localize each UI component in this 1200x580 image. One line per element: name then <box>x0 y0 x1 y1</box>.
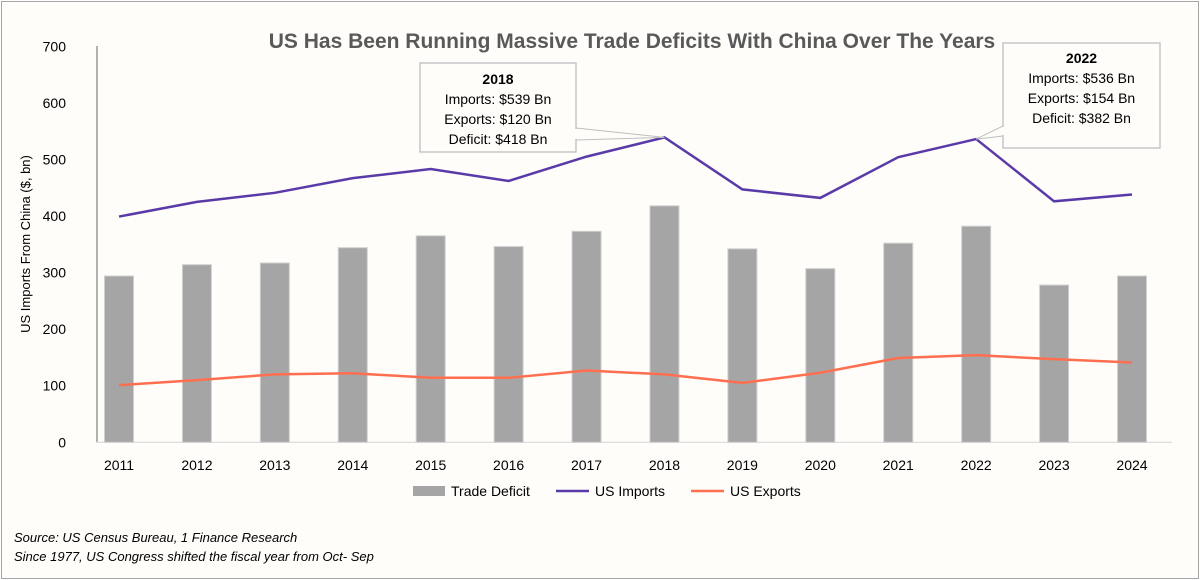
trade-deficit-bar <box>493 246 524 443</box>
y-tick-label: 500 <box>43 151 67 167</box>
y-tick-label: 400 <box>43 208 67 224</box>
callout-box-2018 <box>419 62 577 153</box>
callout-line: Imports: $536 Bn <box>1028 70 1135 86</box>
x-tick-label: 2020 <box>805 457 836 473</box>
trade-deficit-bar <box>337 247 368 443</box>
trade-deficit-bar <box>727 248 758 443</box>
x-tick-label: 2024 <box>1116 457 1147 473</box>
trade-deficit-bar <box>415 235 446 443</box>
trade-deficit-bar <box>649 205 680 443</box>
trade-deficit-bar <box>259 262 290 443</box>
x-tick-label: 2019 <box>727 457 758 473</box>
trade-deficit-bar <box>571 230 602 443</box>
trade-deficit-bar <box>1117 275 1147 443</box>
y-tick-label: 100 <box>43 378 67 394</box>
y-tick-label: 700 <box>43 38 67 54</box>
y-tick-label: 0 <box>58 434 66 450</box>
x-tick-label: 2012 <box>181 457 212 473</box>
us-imports-line <box>118 136 1133 218</box>
legend-swatch-trade-deficit <box>413 486 445 496</box>
y-tick-label: 600 <box>43 95 67 111</box>
callout-line: Deficit: $382 Bn <box>1032 110 1131 126</box>
trade-deficit-bar <box>1039 284 1070 443</box>
x-tick-label: 2016 <box>493 457 524 473</box>
x-tick-label: 2018 <box>649 457 680 473</box>
x-tick-label: 2011 <box>104 457 134 473</box>
fiscal-year-note: Since 1977, US Congress shifted the fisc… <box>14 549 374 564</box>
callout-line: Exports: $154 Bn <box>1028 90 1135 106</box>
x-tick-label: 2017 <box>571 457 602 473</box>
x-tick-label: 2021 <box>883 457 914 473</box>
callout-year: 2022 <box>1066 50 1097 66</box>
trade-deficit-bar <box>961 225 992 443</box>
trade-deficit-bar <box>883 242 914 443</box>
source-note: Source: US Census Bureau, 1 Finance Rese… <box>14 530 298 545</box>
trade-deficit-bar <box>104 275 134 443</box>
callout-line: Deficit: $418 Bn <box>449 131 548 147</box>
chart-title: US Has Been Running Massive Trade Defici… <box>269 30 995 53</box>
x-tick-label: 2015 <box>415 457 446 473</box>
callout-pointer <box>975 125 1004 140</box>
trade-deficit-bar <box>181 264 212 443</box>
y-axis-label: US Imports From China ($, bn) <box>18 155 33 333</box>
callout-year: 2018 <box>482 71 513 87</box>
callout-line: Exports: $120 Bn <box>444 111 551 127</box>
callout-line: Imports: $539 Bn <box>445 91 552 107</box>
trade-deficit-bar <box>805 268 836 443</box>
y-tick-label: 300 <box>43 265 67 281</box>
x-tick-label: 2014 <box>337 457 368 473</box>
us-exports-line <box>118 353 1133 387</box>
x-tick-label: 2013 <box>259 457 290 473</box>
y-tick-label: 200 <box>43 321 67 337</box>
callout-box-2022 <box>1002 42 1161 149</box>
legend-label-us-imports: US Imports <box>595 483 665 499</box>
legend-label-us-exports: US Exports <box>730 483 801 499</box>
legend-label-trade-deficit: Trade Deficit <box>451 483 530 499</box>
x-tick-label: 2023 <box>1038 457 1069 473</box>
x-tick-label: 2022 <box>961 457 992 473</box>
callout-pointer <box>575 127 665 141</box>
